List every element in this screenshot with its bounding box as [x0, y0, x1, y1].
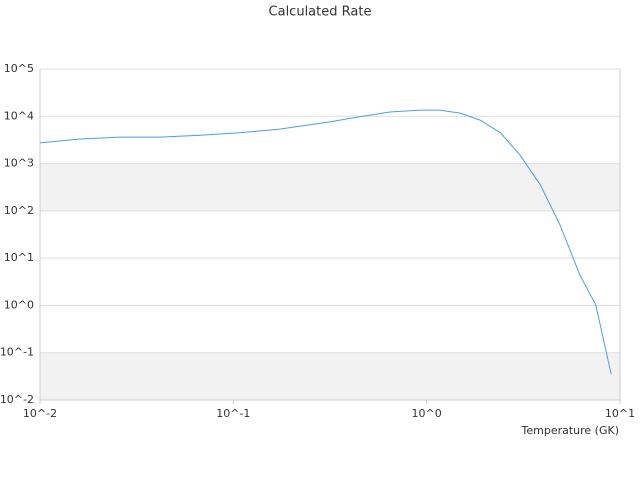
y-tick-label: 10^3	[4, 157, 34, 170]
y-tick-label: 10^2	[4, 204, 34, 217]
y-tick-label: 10^-2	[0, 393, 34, 406]
x-tick-label: 10^1	[605, 407, 635, 420]
y-tick-label: 10^-1	[0, 346, 34, 359]
chart-title: Calculated Rate	[269, 5, 372, 20]
x-tick-label: 10^-2	[23, 407, 57, 420]
y-tick-label: 10^4	[4, 109, 34, 122]
y-tick-label: 10^5	[4, 62, 34, 75]
grid-band	[40, 163, 620, 211]
y-tick-label: 10^1	[4, 251, 34, 264]
grid-band	[40, 352, 620, 400]
line-series	[39, 109, 612, 375]
x-tick-label: 10^0	[412, 407, 442, 420]
x-axis-label: Temperature (GK)	[521, 424, 620, 437]
y-tick-label: 10^0	[4, 298, 34, 311]
x-tick-label: 10^-1	[216, 407, 250, 420]
